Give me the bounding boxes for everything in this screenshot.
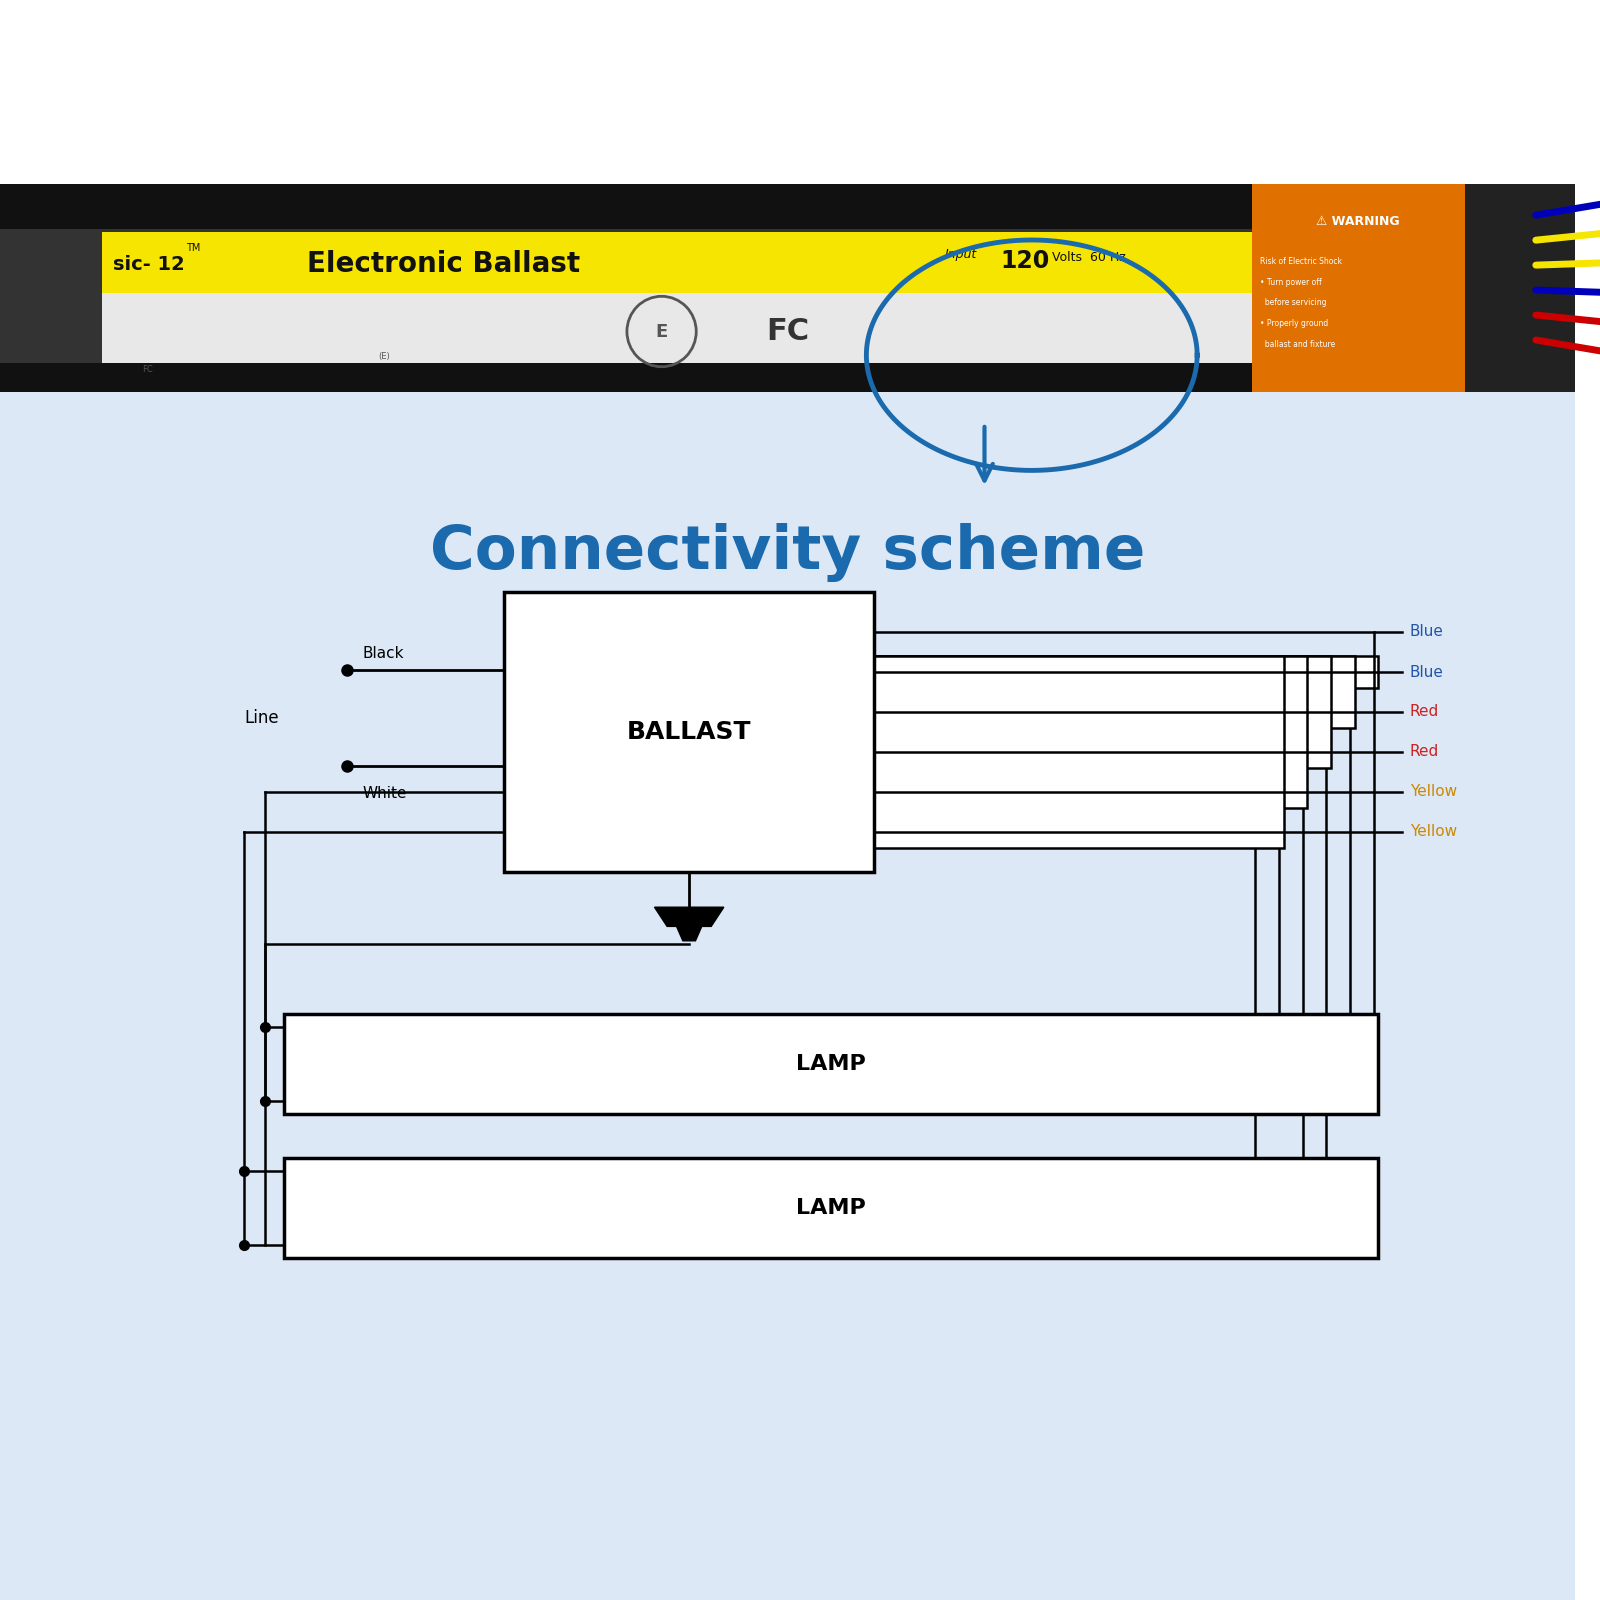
Bar [283, 1158, 1378, 1258]
Text: Red: Red [1410, 704, 1438, 720]
Text: FC: FC [766, 317, 810, 346]
Text: Volts  60 Hz: Volts 60 Hz [1053, 251, 1126, 264]
Text: Electronic Ballast: Electronic Ballast [307, 250, 581, 278]
Bar [1466, 184, 1574, 392]
Text: Blue: Blue [1410, 624, 1443, 640]
Text: Yellow: Yellow [1410, 824, 1458, 840]
Text: LAMP: LAMP [797, 1198, 866, 1218]
Bar [874, 656, 1355, 728]
Bar [1253, 184, 1466, 392]
Text: before servicing: before servicing [1261, 298, 1326, 307]
Text: LAMP: LAMP [797, 1054, 866, 1074]
Text: ⚠ WARNING: ⚠ WARNING [1317, 214, 1400, 227]
Text: Yellow: Yellow [1410, 784, 1458, 800]
Polygon shape [654, 907, 723, 926]
Bar [102, 293, 1253, 363]
Text: sic- 12: sic- 12 [114, 254, 186, 274]
Bar [0, 184, 1466, 229]
Bar [283, 1014, 1378, 1114]
Text: • Properly ground: • Properly ground [1261, 320, 1328, 328]
Text: E: E [656, 323, 667, 341]
Text: FC: FC [142, 365, 152, 374]
Bar [0, 229, 1466, 363]
Text: TM: TM [186, 243, 200, 253]
Bar [874, 656, 1307, 808]
Text: Connectivity scheme: Connectivity scheme [430, 523, 1146, 581]
Text: Red: Red [1410, 744, 1438, 760]
Bar [874, 656, 1283, 848]
Text: Black: Black [362, 646, 403, 661]
Bar [102, 232, 1253, 296]
Bar [874, 656, 1378, 688]
FancyBboxPatch shape [0, 368, 1600, 1600]
Text: BALLAST: BALLAST [627, 720, 752, 744]
Text: White: White [362, 786, 406, 802]
Text: Input: Input [946, 248, 978, 261]
Text: ballast and fixture: ballast and fixture [1261, 341, 1336, 349]
Text: • Turn power off: • Turn power off [1261, 277, 1322, 286]
Polygon shape [677, 926, 702, 941]
Text: 120: 120 [1000, 248, 1050, 272]
Bar [504, 592, 874, 872]
Bar [0, 363, 1466, 392]
Text: (E): (E) [378, 352, 390, 362]
Bar [874, 656, 1331, 768]
Text: Blue: Blue [1410, 664, 1443, 680]
Text: Risk of Electric Shock: Risk of Electric Shock [1261, 256, 1342, 266]
Text: Line: Line [245, 709, 278, 726]
